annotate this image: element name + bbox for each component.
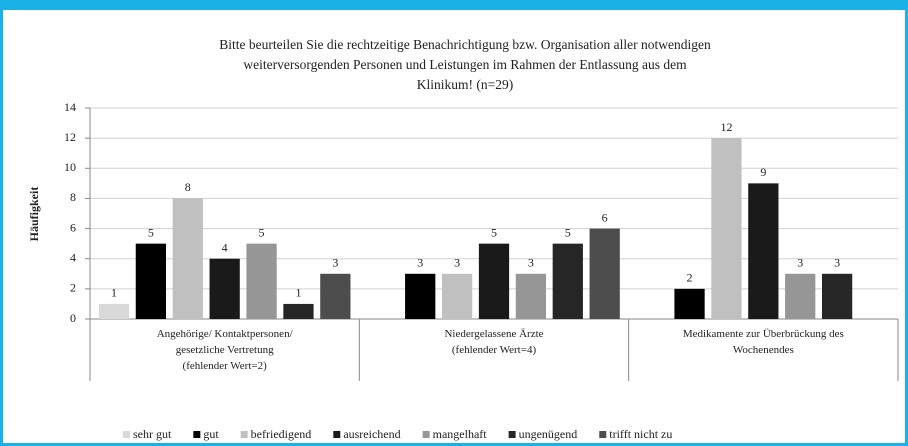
y-tick-label: 8 — [70, 190, 76, 204]
data-label: 9 — [760, 165, 766, 179]
legend-swatch — [240, 431, 248, 438]
bar — [441, 273, 473, 319]
data-label: 2 — [687, 271, 693, 285]
bar — [748, 183, 779, 319]
data-label: 3 — [417, 256, 423, 270]
data-label: 3 — [454, 256, 460, 270]
legend-label: befriedigend — [251, 427, 312, 441]
bar — [674, 288, 705, 319]
x-tick-label: Angehörige/ Kontaktpersonen/gesetzliche … — [157, 328, 294, 372]
legend-label: trifft nicht zu — [609, 427, 672, 441]
bar — [283, 303, 314, 319]
data-label: 3 — [332, 256, 338, 270]
data-label: 3 — [834, 256, 840, 270]
y-tick-label: 10 — [64, 160, 76, 174]
bar — [478, 243, 510, 319]
data-label: 1 — [295, 286, 301, 300]
bar — [785, 273, 816, 319]
y-tick-label: 4 — [70, 250, 76, 264]
bar — [98, 303, 130, 319]
data-label: 3 — [528, 256, 534, 270]
bar — [405, 273, 436, 319]
y-tick-label: 12 — [64, 130, 76, 144]
bar — [135, 243, 167, 319]
data-label: 5 — [491, 225, 497, 239]
legend-label: gut — [203, 427, 219, 441]
legend-swatch — [333, 431, 341, 438]
y-axis-label: Häufigkeit — [27, 187, 41, 242]
data-label: 5 — [565, 225, 571, 239]
legend-swatch — [422, 431, 430, 438]
legend-swatch — [193, 431, 201, 438]
x-tick-label: Medikamente zur Überbrückung des Wochenen… — [683, 328, 844, 356]
y-tick-label: 6 — [70, 220, 76, 234]
legend-label: ungenügend — [519, 427, 578, 441]
bar — [209, 258, 240, 319]
legend-swatch — [508, 431, 516, 438]
y-tick-label: 2 — [70, 281, 76, 295]
data-label: 5 — [259, 225, 265, 239]
data-label: 1 — [111, 286, 117, 300]
legend-label: sehr gut — [133, 427, 172, 441]
data-label: 12 — [720, 120, 732, 134]
bar — [552, 243, 583, 319]
bar — [320, 273, 351, 319]
legend-swatch — [599, 431, 607, 438]
bar — [246, 243, 277, 319]
legend-label: mangelhaft — [433, 427, 488, 441]
bar — [589, 228, 620, 319]
y-tick-label: 14 — [64, 100, 76, 114]
chart: Bitte beurteilen Sie die rechtzeitige Be… — [27, 37, 899, 441]
legend-swatch — [123, 431, 130, 438]
chart-title: Bitte beurteilen Sie die rechtzeitige Be… — [219, 37, 711, 92]
data-label: 3 — [797, 256, 803, 270]
data-label: 8 — [185, 180, 191, 194]
bar — [711, 138, 742, 319]
y-tick-label: 0 — [70, 311, 76, 325]
x-tick-label: Niedergelassene Ärzte (fehlender Wert=4) — [444, 328, 543, 356]
data-label: 4 — [222, 240, 228, 254]
bar — [172, 198, 203, 319]
bar — [821, 273, 853, 319]
legend-label: ausreichend — [343, 427, 400, 441]
bar — [515, 273, 547, 319]
data-label: 5 — [148, 225, 154, 239]
data-label: 6 — [602, 210, 608, 224]
